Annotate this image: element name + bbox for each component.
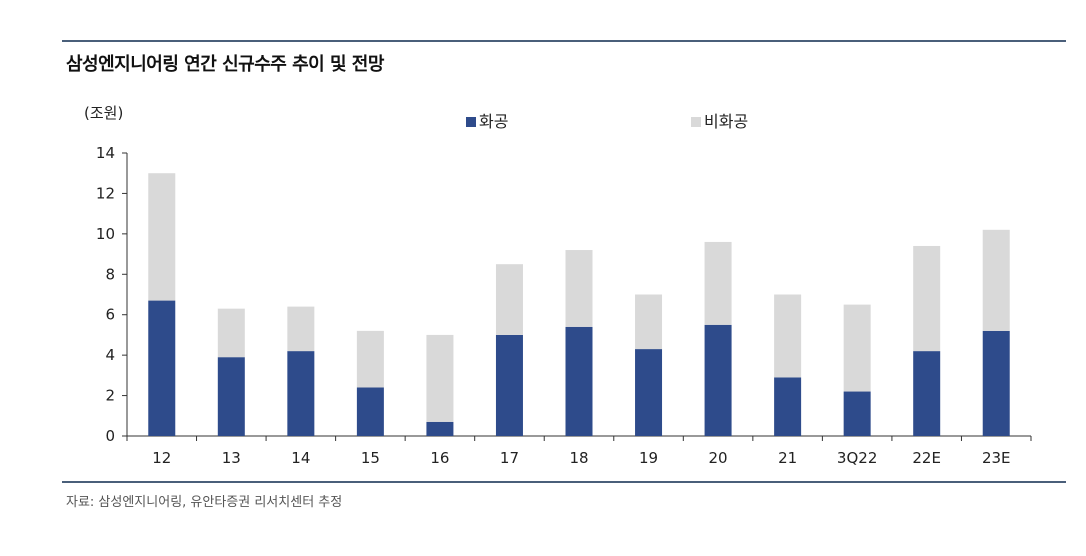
bar-series-1 [704, 324, 732, 436]
x-tick-label: 13 [222, 449, 241, 467]
y-unit-label: (조원) [84, 104, 123, 122]
legend: 화공 비화공 [466, 112, 748, 131]
bar-series-1 [635, 349, 663, 436]
bar-series-2 [565, 250, 593, 327]
bar-series-2 [426, 334, 454, 422]
x-tick-label: 22E [912, 449, 941, 467]
y-tick-label: 2 [105, 387, 115, 405]
legend-label: 비화공 [704, 112, 748, 131]
bars [148, 173, 1010, 436]
bar-series-2 [913, 245, 941, 352]
x-tick-labels: 12 13 14 15 16 17 18 19 20 21 3Q22 22E 23E [152, 449, 1010, 467]
bar-series-1 [426, 421, 454, 436]
bar-series-1 [913, 351, 941, 436]
bar-series-2 [217, 308, 245, 358]
y-tick-label: 10 [96, 225, 115, 243]
chart-title: 삼성엔지니어링 연간 신규수주 추이 및 전망 [66, 54, 384, 75]
bar-series-2 [287, 306, 315, 352]
bar-series-2 [635, 294, 663, 350]
x-tick-label: 20 [709, 449, 728, 467]
bar-series-2 [704, 241, 732, 325]
x-tick-label: 21 [778, 449, 797, 467]
x-tick-label: 15 [361, 449, 380, 467]
x-tick-label: 12 [152, 449, 171, 467]
bar-series-1 [982, 330, 1010, 436]
x-tick-label: 14 [291, 449, 310, 467]
y-tick-label: 12 [96, 184, 115, 202]
legend-swatch [466, 117, 476, 127]
x-tick-label: 3Q22 [837, 449, 877, 467]
bar-series-1 [217, 357, 245, 436]
x-tick-label: 23E [982, 449, 1011, 467]
bar-series-2 [843, 304, 871, 392]
bar-series-1 [356, 387, 384, 436]
y-tick-label: 4 [105, 346, 115, 364]
bar-series-1 [565, 326, 593, 436]
y-tick-label: 0 [105, 427, 115, 445]
x-tick-label: 16 [430, 449, 449, 467]
bar-series-1 [495, 334, 523, 436]
bar-series-2 [774, 294, 802, 378]
legend-label: 화공 [479, 112, 508, 131]
y-tick-label: 14 [96, 144, 115, 162]
x-tick-label: 19 [639, 449, 658, 467]
x-tick-label: 17 [500, 449, 519, 467]
x-tick-label: 18 [569, 449, 588, 467]
bar-series-2 [982, 229, 1010, 331]
source-note: 자료: 삼성엔지니어링, 유안타증권 리서치센터 추정 [66, 495, 343, 510]
bar-series-1 [287, 351, 315, 436]
y-tick-label: 8 [105, 265, 115, 283]
bar-series-2 [148, 173, 176, 301]
bar-series-2 [356, 330, 384, 388]
bottom-rule [62, 481, 1066, 483]
bar-series-1 [843, 391, 871, 436]
bar-series-1 [148, 300, 176, 436]
legend-swatch [691, 117, 701, 127]
y-tick-label: 6 [105, 306, 115, 324]
top-rule [62, 40, 1066, 42]
bar-series-1 [774, 377, 802, 436]
axes: 0 2 4 6 8 10 12 14 [96, 144, 1032, 445]
bar-series-2 [495, 264, 523, 335]
